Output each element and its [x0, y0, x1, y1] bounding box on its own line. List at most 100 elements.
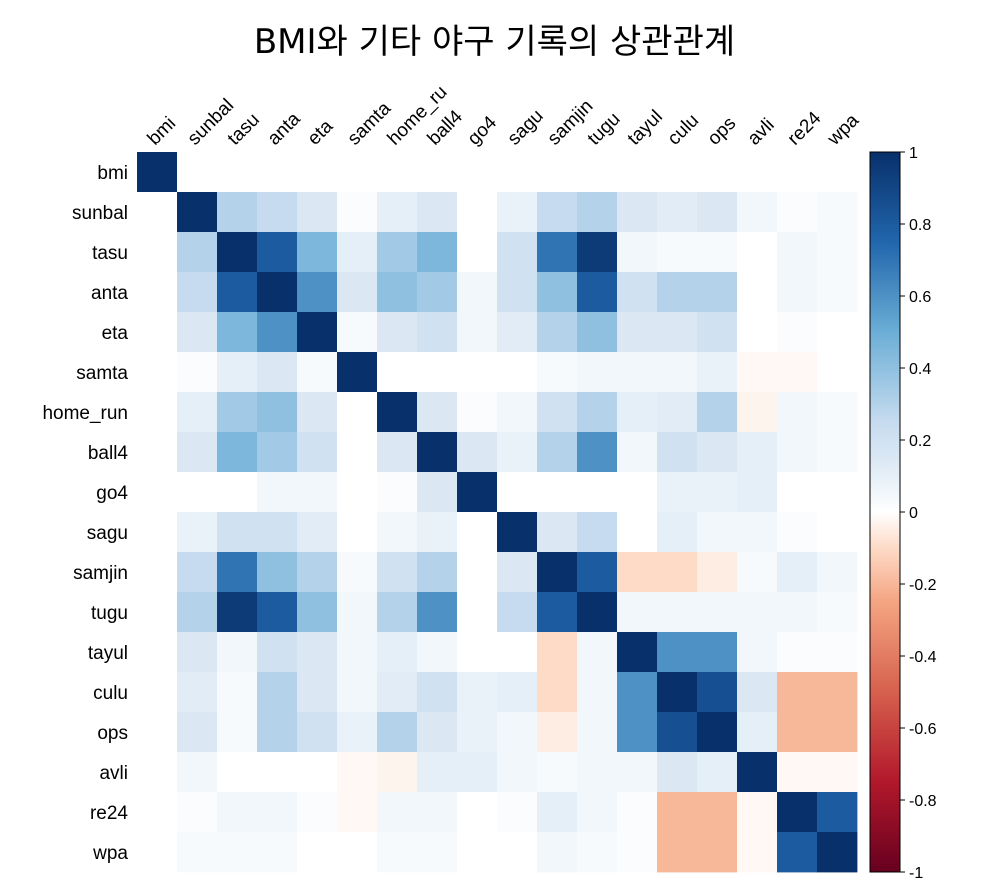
- cell-tugu-sagu: [497, 592, 538, 633]
- cell-tayul-sagu: [497, 632, 538, 673]
- cell-re24-sagu: [497, 792, 538, 833]
- cell-wpa-home_ru: [377, 832, 418, 873]
- cell-bmi-culu: [657, 152, 698, 193]
- cell-anta-ops: [697, 272, 738, 313]
- cell-home_run-culu: [657, 392, 698, 433]
- cell-home_run-samjin: [537, 392, 578, 433]
- colorbar: 1 0.8 0.6 0.4 0.2 0 -0.2 -0.4 -0.6 -0.8 -1: [869, 145, 937, 882]
- cell-samjin-sunbal: [177, 552, 218, 593]
- chart-title: BMI와 기타 야구 기록의 상관관계: [253, 22, 736, 62]
- cell-avli-tugu: [577, 752, 618, 793]
- cell-ops-tayul: [617, 712, 658, 753]
- column-label-samta: samta: [344, 98, 396, 150]
- cell-tugu-re24: [777, 592, 818, 633]
- cell-samjin-avli: [737, 552, 778, 593]
- cell-avli-samta: [337, 752, 378, 793]
- cell-tasu-bmi: [137, 232, 178, 273]
- cell-anta-sagu: [497, 272, 538, 313]
- cell-re24-bmi: [137, 792, 178, 833]
- row-label-home_run: home_run: [42, 403, 128, 424]
- row-label-sunbal: sunbal: [72, 203, 128, 224]
- cell-go4-sagu: [497, 472, 538, 513]
- cell-re24-avli: [737, 792, 778, 833]
- cell-avli-bmi: [137, 752, 178, 793]
- cell-tayul-avli: [737, 632, 778, 673]
- cell-bmi-ops: [697, 152, 738, 193]
- cell-sunbal-sagu: [497, 192, 538, 233]
- cell-samjin-tugu: [577, 552, 618, 593]
- cell-samjin-eta: [297, 552, 338, 593]
- cell-eta-culu: [657, 312, 698, 353]
- cell-tugu-tasu: [217, 592, 258, 633]
- cell-re24-culu: [657, 792, 698, 833]
- cell-tasu-samjin: [537, 232, 578, 273]
- cell-anta-re24: [777, 272, 818, 313]
- column-label-avli: avli: [744, 115, 779, 150]
- cell-wpa-sunbal: [177, 832, 218, 873]
- cell-eta-samta: [337, 312, 378, 353]
- cell-avli-home_ru: [377, 752, 418, 793]
- cell-sagu-sagu: [497, 512, 538, 553]
- cell-samta-avli: [737, 352, 778, 393]
- cell-tayul-tasu: [217, 632, 258, 673]
- cell-culu-ball4: [417, 672, 458, 713]
- cell-bmi-anta: [257, 152, 298, 193]
- cell-ball4-eta: [297, 432, 338, 473]
- colorbar-tick-label: -1: [909, 865, 923, 882]
- cell-sagu-anta: [257, 512, 298, 553]
- cell-anta-wpa: [817, 272, 858, 313]
- cell-eta-re24: [777, 312, 818, 353]
- colorbar-tick-label: -0.8: [909, 793, 937, 810]
- cell-sunbal-tugu: [577, 192, 618, 233]
- cell-tugu-tayul: [617, 592, 658, 633]
- cell-samjin-re24: [777, 552, 818, 593]
- cell-bmi-samjin: [537, 152, 578, 193]
- cell-re24-samta: [337, 792, 378, 833]
- row-label-ball4: ball4: [88, 443, 129, 464]
- cell-re24-sunbal: [177, 792, 218, 833]
- cell-home_run-tasu: [217, 392, 258, 433]
- cell-ops-bmi: [137, 712, 178, 753]
- cell-ops-wpa: [817, 712, 858, 753]
- cell-culu-tayul: [617, 672, 658, 713]
- cell-samta-home_ru: [377, 352, 418, 393]
- cell-sagu-re24: [777, 512, 818, 553]
- colorbar-tick-label: 0.4: [909, 361, 931, 378]
- cell-eta-sagu: [497, 312, 538, 353]
- cell-go4-sunbal: [177, 472, 218, 513]
- cell-bmi-eta: [297, 152, 338, 193]
- cell-anta-samjin: [537, 272, 578, 313]
- column-label-eta: eta: [304, 116, 338, 150]
- cell-go4-ops: [697, 472, 738, 513]
- cell-sagu-tugu: [577, 512, 618, 553]
- cell-tayul-ops: [697, 632, 738, 673]
- cell-ops-tugu: [577, 712, 618, 753]
- cell-wpa-re24: [777, 832, 818, 873]
- column-label-wpa: wpa: [823, 110, 864, 151]
- cell-tugu-anta: [257, 592, 298, 633]
- cell-sunbal-tasu: [217, 192, 258, 233]
- cell-ball4-bmi: [137, 432, 178, 473]
- cell-tayul-samta: [337, 632, 378, 673]
- column-label-sagu: sagu: [504, 106, 548, 150]
- cell-tayul-wpa: [817, 632, 858, 673]
- cell-tugu-go4: [457, 592, 498, 633]
- cell-bmi-sunbal: [177, 152, 218, 193]
- cell-tugu-samta: [337, 592, 378, 633]
- cell-go4-samjin: [537, 472, 578, 513]
- cell-tayul-ball4: [417, 632, 458, 673]
- cell-ops-go4: [457, 712, 498, 753]
- row-label-sagu: sagu: [87, 523, 128, 544]
- cell-tayul-samjin: [537, 632, 578, 673]
- cell-sagu-sunbal: [177, 512, 218, 553]
- cell-tugu-sunbal: [177, 592, 218, 633]
- cell-bmi-bmi: [137, 152, 178, 193]
- cell-anta-go4: [457, 272, 498, 313]
- cell-sunbal-tayul: [617, 192, 658, 233]
- cell-sunbal-culu: [657, 192, 698, 233]
- cell-tasu-tayul: [617, 232, 658, 273]
- cell-samta-eta: [297, 352, 338, 393]
- column-label-go4: go4: [464, 112, 502, 150]
- cell-ball4-re24: [777, 432, 818, 473]
